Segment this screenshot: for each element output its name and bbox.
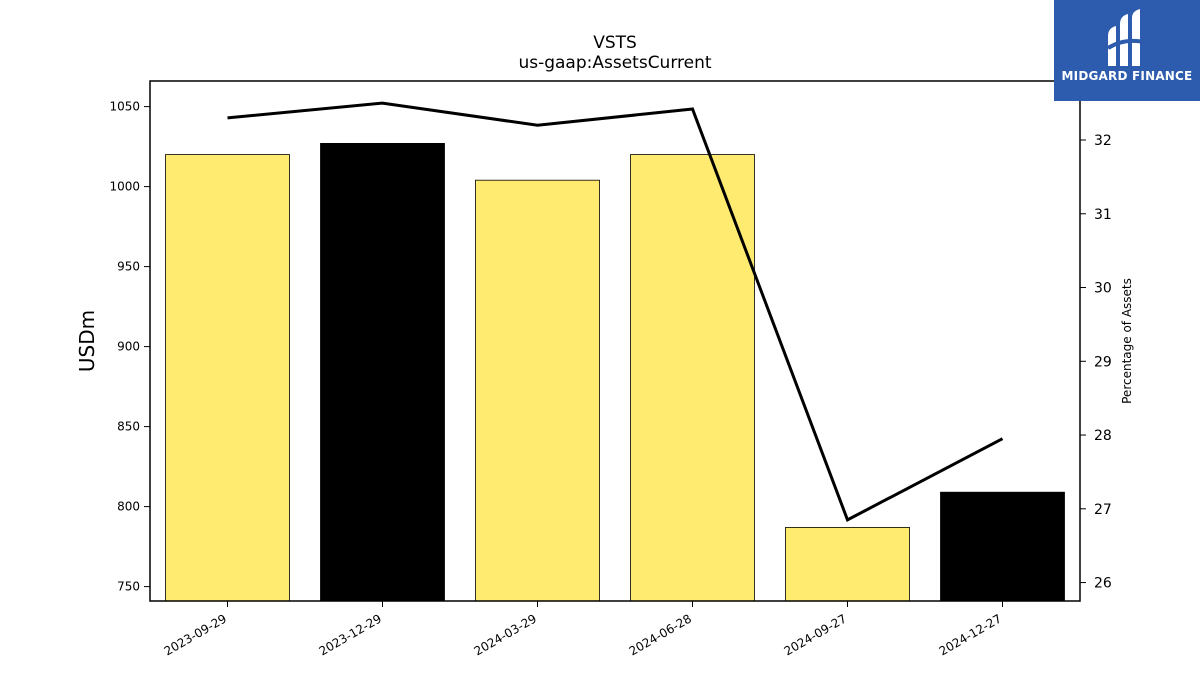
bar-2024-03-29 [475,179,600,602]
y-tick-label-950: 950 [117,260,140,274]
y-tick-label-800: 800 [117,500,140,514]
line-group [227,101,1004,522]
y-axis-label-right: Percentage of Assets [1120,278,1134,404]
bar-2023-12-29 [320,142,445,602]
x-tick-label-2023-12-29: 2023-12-29 [317,611,384,658]
chart-subtitle: us-gaap:AssetsCurrent [518,53,711,73]
y-axis-right: 26 27 28 29 30 31 32 [1080,133,1112,592]
y-right-tick-label-29: 29 [1094,354,1112,370]
bar-2024-12-27 [940,491,1065,602]
y-tick-label-900: 900 [117,340,140,354]
y-tick-label-750: 750 [117,580,140,594]
bar-2024-06-28 [630,154,755,602]
x-tick-label-2024-03-29: 2024-03-29 [472,611,539,658]
x-tick-label-2024-06-28: 2024-06-28 [627,611,694,658]
y-tick-label-850: 850 [117,420,140,434]
y-right-tick-label-28: 28 [1094,428,1112,444]
x-tick-label-2024-09-27: 2024-09-27 [782,611,849,658]
y-right-tick-label-27: 27 [1094,502,1112,518]
midgard-finance-logo: MIDGARD FINANCE [1054,0,1200,101]
plot-frame [149,80,1081,602]
bar-group [165,142,1065,602]
logo-mark-icon [1106,9,1145,66]
y-tick-label-1050: 1050 [109,100,140,114]
y-tick-label-1000: 1000 [109,180,140,194]
y-right-tick-label-30: 30 [1094,281,1112,297]
chart-title: VSTS [593,33,637,53]
x-tick-label-2024-12-27: 2024-12-27 [937,611,1004,658]
bar-2023-09-29 [165,154,290,602]
y-right-tick-label-26: 26 [1094,576,1112,592]
logo-text: MIDGARD FINANCE [1061,69,1193,83]
x-tick-label-2023-09-29: 2023-09-29 [162,611,229,658]
y-right-tick-label-32: 32 [1094,133,1112,149]
percentage-line [227,101,1004,522]
y-axis-label: USDm [75,310,99,372]
bar-2024-09-27 [785,527,910,602]
y-axis-left: 750 800 850 900 950 1000 1050 [109,100,150,594]
x-axis: 2023-09-29 2023-12-29 2024-03-29 2024-06-28… [162,601,1004,658]
y-right-tick-label-31: 31 [1094,207,1112,223]
